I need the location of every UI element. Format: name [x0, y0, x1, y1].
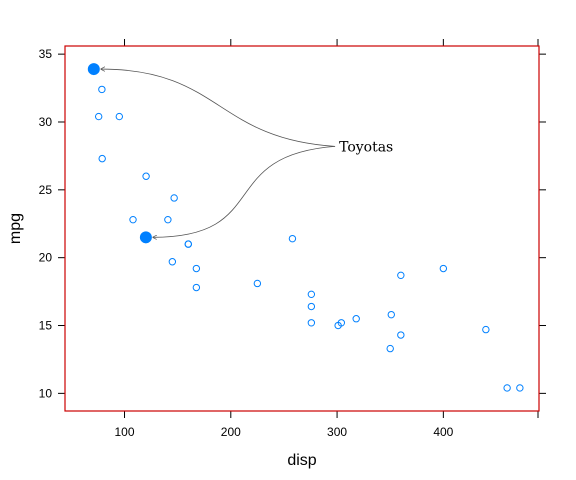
- x-tick-label: 100: [115, 425, 135, 439]
- y-tick-label: 30: [39, 115, 53, 129]
- data-point: [516, 384, 524, 392]
- data-points: [94, 85, 524, 392]
- data-point: [503, 384, 511, 392]
- x-tick-label: 200: [221, 425, 241, 439]
- data-point: [352, 315, 360, 323]
- data-point: [129, 215, 137, 224]
- data-point: [184, 240, 192, 248]
- data-point: [170, 194, 178, 202]
- highlighted-point: [139, 231, 152, 244]
- axis-ticks: [58, 39, 546, 418]
- y-tick-label: 20: [39, 251, 53, 265]
- data-point: [439, 264, 448, 273]
- annotation-arrow: [153, 146, 336, 237]
- data-point: [168, 258, 177, 266]
- data-point: [307, 302, 316, 311]
- data-point: [98, 154, 106, 163]
- highlighted-point: [87, 63, 100, 76]
- data-point: [253, 279, 262, 288]
- y-axis-label: mpg: [7, 213, 24, 244]
- annotation-label: Toyotas: [339, 139, 393, 155]
- annotation-curves: [101, 69, 336, 237]
- data-point: [288, 234, 297, 243]
- data-point: [94, 112, 103, 121]
- y-tick-label: 25: [39, 183, 53, 197]
- data-point: [397, 331, 405, 339]
- data-point: [387, 310, 395, 319]
- data-point: [164, 215, 172, 224]
- data-point: [482, 325, 490, 334]
- data-point: [334, 321, 342, 330]
- annotation-arrow: [101, 69, 336, 147]
- x-axis-label: disp: [287, 452, 316, 469]
- data-point: [192, 264, 201, 273]
- data-point: [397, 271, 405, 280]
- data-point: [386, 344, 394, 353]
- highlighted-points: [87, 63, 152, 244]
- data-point: [142, 172, 150, 180]
- data-point: [192, 283, 201, 292]
- x-tick-label: 400: [433, 425, 453, 439]
- y-tick-label: 35: [39, 47, 53, 61]
- x-tick-label: 300: [327, 425, 347, 439]
- y-tick-label: 10: [39, 386, 53, 400]
- data-point: [115, 112, 124, 121]
- plot-frame: [64, 45, 540, 412]
- data-point: [307, 290, 316, 299]
- tick-labels: 100 200 300 400 10 15 20 25 30 35: [39, 47, 454, 439]
- data-point: [307, 319, 316, 327]
- y-tick-label: 15: [39, 319, 53, 333]
- data-point: [98, 85, 106, 94]
